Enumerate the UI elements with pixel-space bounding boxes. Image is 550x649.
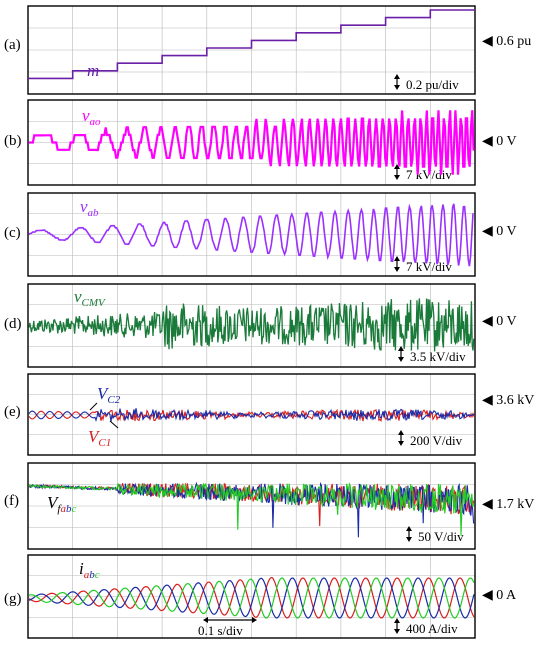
signal-label: Vfabc	[47, 493, 76, 515]
series-ic	[28, 577, 475, 619]
panel-f: (f) ◀ 1.7 kV 50 V/div Vfabc	[4, 462, 534, 550]
signal-label: iabc	[79, 559, 100, 581]
signal-label: vCMV	[74, 287, 106, 309]
series-vab	[28, 203, 474, 267]
reference-marker: ◀ 3.6 kV	[482, 393, 534, 408]
arrow-head-up-icon	[394, 164, 400, 169]
panel-label: (b)	[4, 133, 22, 149]
arrow-head-down-icon	[398, 441, 404, 446]
arrow-head-down-icon	[398, 357, 404, 362]
scale-label: 7 kV/div	[406, 259, 452, 274]
arrow-head-up-icon	[394, 74, 400, 79]
traces	[28, 576, 475, 619]
panel-c: (c) ◀ 0 V 7 kV/div vab	[4, 192, 517, 277]
series-Vfc	[28, 482, 475, 536]
traces	[29, 110, 475, 175]
arrow-head-down-icon	[406, 537, 412, 542]
traces	[28, 481, 475, 538]
scale-label: 3.5 kV/div	[410, 349, 466, 364]
plot-frame	[27, 462, 476, 550]
plot-frame	[27, 373, 476, 456]
reference-marker: ◀ 0 A	[482, 588, 517, 603]
pointer-arrow	[109, 420, 119, 429]
traces	[28, 298, 475, 352]
traces	[28, 408, 475, 423]
label-vc1: VC1	[88, 427, 111, 449]
arrow-head-up-icon	[394, 618, 400, 623]
arrow-head-down-icon	[394, 267, 400, 272]
panel-label: (g)	[4, 591, 22, 607]
arrow-head-down-icon	[394, 175, 400, 180]
plot-frame	[27, 99, 476, 186]
panel-g: (g) ◀ 0 A 400 A/div iabc 0.1 s/div	[4, 554, 517, 639]
reference-marker: ◀ 0 V	[482, 134, 517, 149]
reference-marker: ◀ 0.6 pu	[482, 34, 531, 49]
panel-label: (f)	[4, 493, 19, 509]
panel-label: (e)	[4, 404, 21, 420]
panel-label: (d)	[4, 316, 22, 332]
traces	[28, 9, 475, 80]
arrow-head-down-icon	[394, 629, 400, 634]
scale-label: 400 A/div	[406, 621, 458, 636]
arrow-head-down-icon	[394, 85, 400, 90]
series-ia	[28, 576, 475, 619]
arrow-head-up-icon	[398, 430, 404, 435]
panel-a: (a) ◀ 0.6 pu 0.2 pu/div m	[4, 5, 531, 95]
series-vao	[29, 110, 475, 175]
series-ib	[28, 577, 475, 619]
reference-marker: ◀ 0 V	[482, 314, 517, 329]
plot-frame	[27, 283, 476, 368]
signal-label: m	[87, 61, 99, 80]
grid	[28, 463, 475, 549]
arrow-head-up-icon	[398, 346, 404, 351]
series-VC2	[28, 408, 475, 422]
reference-marker: ◀ 0 V	[482, 224, 517, 239]
reference-marker: ◀ 1.7 kV	[482, 497, 534, 512]
panel-d: (d) ◀ 0 V 3.5 kV/div vCMV	[4, 283, 517, 368]
series-vCMV	[28, 298, 475, 352]
plot-frame	[27, 5, 476, 95]
signal-label: vao	[82, 106, 101, 128]
panel-label: (a)	[4, 37, 21, 53]
time-scale-label: 0.1 s/div	[198, 623, 243, 638]
plot-frame	[27, 192, 476, 277]
arrow-head-up-icon	[394, 256, 400, 261]
traces	[28, 203, 474, 267]
arrow-head-left-icon	[203, 617, 208, 623]
scale-label: 50 V/div	[418, 529, 464, 544]
scale-label: 200 V/div	[410, 433, 463, 448]
arrow-head-right-icon	[252, 617, 257, 623]
plot-frame	[27, 554, 476, 639]
series-VC1	[28, 408, 475, 423]
signal-label: vab	[80, 197, 99, 219]
scale-label: 0.2 pu/div	[406, 77, 459, 92]
panel-label: (c)	[4, 225, 21, 241]
arrow-head-up-icon	[406, 526, 412, 531]
pointer-arrow	[89, 402, 98, 411]
series-m	[28, 9, 475, 80]
grid	[28, 6, 475, 94]
